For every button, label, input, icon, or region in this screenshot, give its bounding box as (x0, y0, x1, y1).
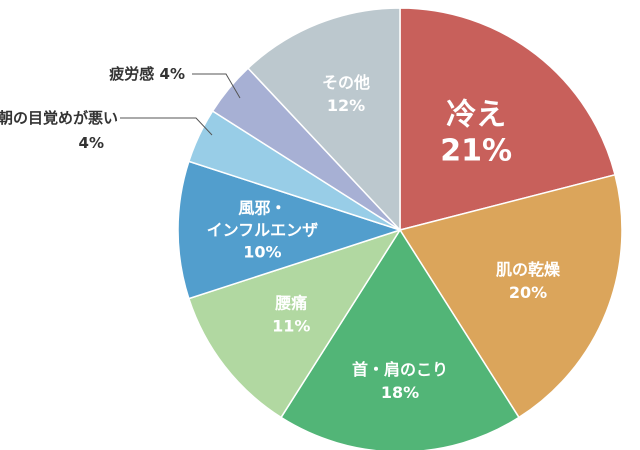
slice-label-4: インフルエンザ (207, 221, 319, 240)
slice-label-3: 腰痛 (275, 293, 307, 312)
slice-value-7: 12% (327, 96, 365, 115)
slice-label-5: 朝の目覚めが悪い (0, 109, 118, 127)
pie-leader-lines (120, 73, 241, 136)
slice-label-1: 肌の乾燥 (496, 260, 561, 279)
pie-slice-4 (177, 160, 403, 300)
slice-label-2: 首・肩のこり (352, 360, 448, 379)
leader-line-5 (120, 117, 213, 136)
slice-value-1: 20% (509, 283, 547, 302)
slice-value-2: 18% (381, 383, 419, 402)
slice-value-5: 4% (79, 134, 104, 152)
pie-slice-3 (187, 228, 402, 419)
slice-label-0: 冷え (446, 97, 506, 132)
slice-label-4: 風邪・ (238, 199, 286, 218)
pie-slice-0 (399, 7, 616, 231)
pie-slice-2 (280, 228, 520, 450)
leader-line-6 (192, 73, 241, 99)
slice-value-4: 10% (243, 243, 281, 262)
slice-label-6: 疲労感 4% (109, 65, 185, 83)
pie-slice-7 (246, 7, 401, 232)
pie-slice-1 (398, 173, 623, 419)
slice-value-3: 11% (272, 316, 310, 335)
pie-slices (177, 7, 623, 450)
slice-value-0: 21% (440, 133, 512, 168)
slice-label-7: その他 (322, 73, 370, 92)
